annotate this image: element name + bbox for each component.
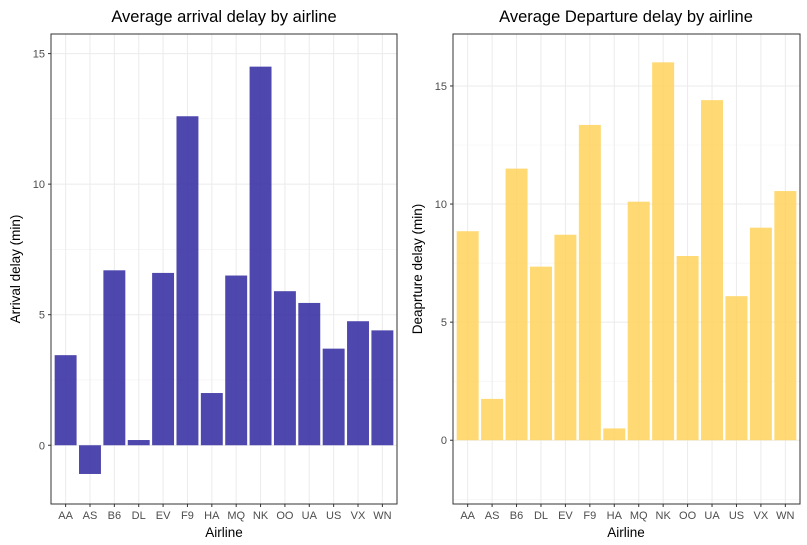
- bars-arrival: [54, 66, 394, 474]
- x-tick-label: F9: [181, 510, 194, 522]
- bar-aa: [456, 231, 479, 441]
- x-tick-label: HA: [607, 510, 623, 522]
- bar-vx: [347, 321, 369, 446]
- bar-b6: [505, 168, 528, 441]
- x-axis-label-departure: Airline: [607, 525, 645, 540]
- y-tick-label: 15: [435, 81, 447, 93]
- x-tick-label: AA: [58, 510, 73, 522]
- gridlines-arrival: [51, 34, 397, 504]
- bar-ua: [701, 100, 724, 441]
- bar-ev: [554, 234, 577, 441]
- x-axis-label-arrival: Airline: [205, 525, 243, 540]
- bar-dl: [529, 266, 552, 441]
- y-tick-label: 0: [441, 435, 447, 447]
- x-tick-label: MQ: [227, 510, 245, 522]
- bar-ua: [298, 302, 321, 446]
- panel-border-departure: [452, 33, 801, 505]
- bar-us: [725, 296, 748, 441]
- x-tick-label: US: [326, 510, 341, 522]
- x-tick-label: VX: [754, 510, 769, 522]
- y-axis-label-arrival: Arrival delay (min): [8, 215, 23, 324]
- bar-as: [481, 398, 504, 441]
- x-tick-label: UA: [302, 510, 318, 522]
- x-tick-label: B6: [108, 510, 121, 522]
- panel-border-arrival: [50, 33, 398, 505]
- arrival-delay-chart: Average arrival delay by airline Airline…: [8, 8, 398, 540]
- bar-aa: [54, 355, 77, 446]
- bar-f9: [176, 116, 199, 446]
- gridlines-departure: [453, 34, 800, 504]
- y-tick-label: 10: [435, 199, 447, 211]
- y-tick-label: 0: [39, 440, 45, 452]
- x-tick-label: WN: [373, 510, 391, 522]
- y-tick-label: 5: [441, 317, 447, 329]
- bar-as: [79, 445, 101, 474]
- x-tick-label: HA: [204, 510, 220, 522]
- bar-oo: [273, 291, 296, 446]
- x-tick-label: US: [729, 510, 744, 522]
- x-tick-label: EV: [558, 510, 573, 522]
- bar-mq: [627, 201, 650, 441]
- x-tick-label: VX: [351, 510, 366, 522]
- bar-oo: [676, 256, 699, 441]
- x-tick-label: DL: [534, 510, 548, 522]
- x-tick-label: MQ: [630, 510, 648, 522]
- bar-b6: [103, 270, 126, 446]
- bar-wn: [371, 330, 394, 446]
- x-tick-label: WN: [776, 510, 794, 522]
- x-tick-label: AA: [460, 510, 475, 522]
- bar-us: [322, 348, 345, 446]
- x-tick-label: NK: [656, 510, 672, 522]
- bar-ha: [200, 393, 223, 446]
- bar-wn: [774, 191, 797, 441]
- x-tick-label: NK: [253, 510, 269, 522]
- y-tick-label: 15: [33, 49, 45, 61]
- x-tick-label: DL: [132, 510, 146, 522]
- departure-delay-chart: Average Departure delay by airline Airli…: [410, 8, 801, 540]
- bar-vx: [749, 227, 772, 441]
- bar-ev: [152, 272, 175, 446]
- bar-nk: [249, 66, 272, 446]
- x-tick-label: F9: [583, 510, 596, 522]
- x-tick-label: AS: [485, 510, 500, 522]
- x-tick-label: UA: [704, 510, 720, 522]
- bar-f9: [578, 124, 601, 441]
- chart-title-arrival: Average arrival delay by airline: [111, 8, 336, 26]
- x-tick-label: EV: [156, 510, 171, 522]
- bar-mq: [225, 275, 248, 446]
- y-tick-label: 5: [39, 310, 45, 322]
- x-tick-label: AS: [83, 510, 98, 522]
- x-tick-label: OO: [276, 510, 294, 522]
- x-tick-label: OO: [679, 510, 697, 522]
- y-axis-label-departure: Deaprture delay (min): [410, 204, 425, 335]
- bars-departure: [456, 62, 797, 441]
- y-tick-label: 10: [33, 179, 45, 191]
- chart-title-departure: Average Departure delay by airline: [499, 8, 753, 26]
- bar-ha: [603, 428, 626, 441]
- bar-dl: [127, 440, 150, 446]
- x-tick-label: B6: [510, 510, 523, 522]
- bar-nk: [652, 62, 675, 441]
